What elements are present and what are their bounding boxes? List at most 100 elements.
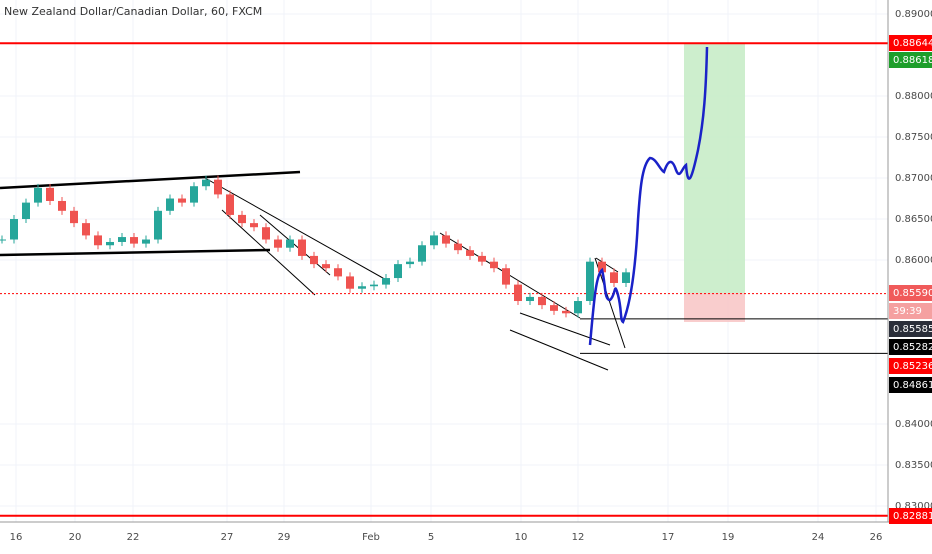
- price-label-box: [889, 35, 932, 51]
- price-label-box: [889, 285, 932, 301]
- price-label: 0.88644: [893, 38, 932, 49]
- chart-title: New Zealand Dollar/Canadian Dollar, 60, …: [4, 5, 262, 18]
- candle: [334, 268, 342, 277]
- candle: [610, 272, 618, 283]
- x-tick-label: 22: [127, 532, 140, 543]
- price-label: 0.85236: [893, 361, 932, 372]
- candle: [370, 284, 378, 287]
- candle: [394, 264, 402, 279]
- candle: [34, 187, 42, 203]
- price-label-box: [889, 377, 932, 393]
- candle: [430, 235, 438, 246]
- candle: [406, 261, 414, 265]
- x-tick-label: 10: [515, 532, 528, 543]
- price-label-box: [889, 508, 932, 524]
- price-label-box: [889, 358, 932, 374]
- candle: [442, 235, 450, 244]
- price-label-box: [889, 321, 932, 337]
- candle: [574, 301, 582, 314]
- price-label: 0.85282: [893, 342, 932, 353]
- x-tick-label: 20: [69, 532, 82, 543]
- candle: [382, 278, 390, 285]
- down-line: [221, 209, 316, 296]
- candle: [622, 272, 630, 283]
- x-tick-label: 5: [428, 532, 434, 543]
- candle: [298, 239, 306, 256]
- candle: [502, 268, 510, 285]
- candle: [526, 296, 534, 302]
- candle: [10, 219, 18, 240]
- stop-zone: [684, 293, 745, 322]
- price-label: 39:39: [893, 306, 922, 317]
- candle: [214, 179, 222, 195]
- x-tick-label: 17: [662, 532, 675, 543]
- price-label: 0.82881: [893, 511, 932, 522]
- candle: [0, 239, 6, 241]
- price-label: 0.84861: [893, 380, 932, 391]
- candle: [202, 179, 210, 187]
- candle: [94, 235, 102, 246]
- candle: [490, 261, 498, 269]
- candle: [466, 250, 474, 256]
- candle: [310, 255, 318, 265]
- candle: [454, 243, 462, 251]
- candle: [118, 237, 126, 242]
- down-line: [259, 214, 331, 276]
- x-tick-label: 26: [870, 532, 883, 543]
- candle: [514, 284, 522, 302]
- candle: [286, 239, 294, 248]
- candle: [130, 237, 138, 244]
- price-label-box: [889, 52, 932, 68]
- candle: [262, 227, 270, 240]
- candle: [58, 200, 66, 211]
- candle: [586, 261, 594, 302]
- candle: [106, 241, 114, 246]
- price-label-box: [889, 339, 932, 355]
- candle: [250, 223, 258, 228]
- x-tick-label: 29: [278, 532, 291, 543]
- candle: [82, 223, 90, 236]
- candle: [190, 186, 198, 203]
- candle: [226, 194, 234, 215]
- price-label-box: [889, 303, 932, 319]
- projection-path: [588, 46, 709, 346]
- x-tick-label: 27: [221, 532, 234, 543]
- candle: [22, 202, 30, 220]
- down-line: [519, 312, 611, 346]
- candle: [538, 296, 546, 306]
- down-line: [509, 329, 609, 371]
- candle: [550, 305, 558, 311]
- candle: [358, 286, 366, 289]
- channel-bottom: [0, 248, 271, 257]
- candle: [46, 187, 54, 201]
- y-tick-label: 0.83000: [895, 501, 932, 512]
- price-label: 0.85590: [893, 288, 932, 299]
- candle: [346, 276, 354, 289]
- candle: [274, 239, 282, 248]
- price-label: 0.85585: [893, 324, 932, 335]
- candle: [562, 310, 570, 314]
- candle: [598, 261, 606, 273]
- candle: [178, 198, 186, 203]
- candle: [478, 255, 486, 262]
- x-tick-label: Feb: [362, 532, 380, 543]
- candle: [166, 198, 174, 211]
- x-tick-label: 19: [722, 532, 735, 543]
- x-tick-label: 12: [572, 532, 585, 543]
- candle: [418, 245, 426, 262]
- candle: [322, 264, 330, 269]
- down-line: [204, 177, 391, 283]
- candle: [238, 214, 246, 224]
- price-label: 0.88618: [893, 55, 932, 66]
- candle: [70, 210, 78, 224]
